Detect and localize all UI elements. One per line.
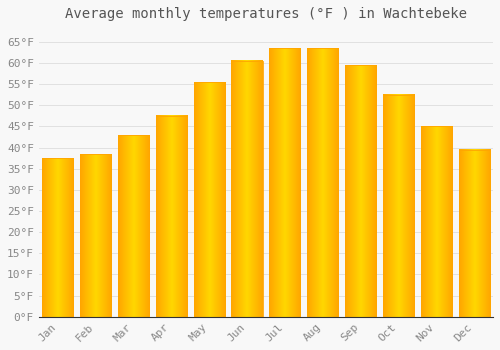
Bar	[421, 126, 452, 317]
Bar	[232, 61, 262, 317]
Bar	[270, 48, 300, 317]
Bar	[156, 116, 187, 317]
Bar	[118, 135, 149, 317]
Bar	[42, 158, 74, 317]
Bar	[383, 94, 414, 317]
Bar	[80, 154, 111, 317]
Bar	[345, 65, 376, 317]
Title: Average monthly temperatures (°F ) in Wachtebeke: Average monthly temperatures (°F ) in Wa…	[65, 7, 467, 21]
Bar	[194, 82, 224, 317]
Bar	[458, 150, 490, 317]
Bar	[307, 48, 338, 317]
